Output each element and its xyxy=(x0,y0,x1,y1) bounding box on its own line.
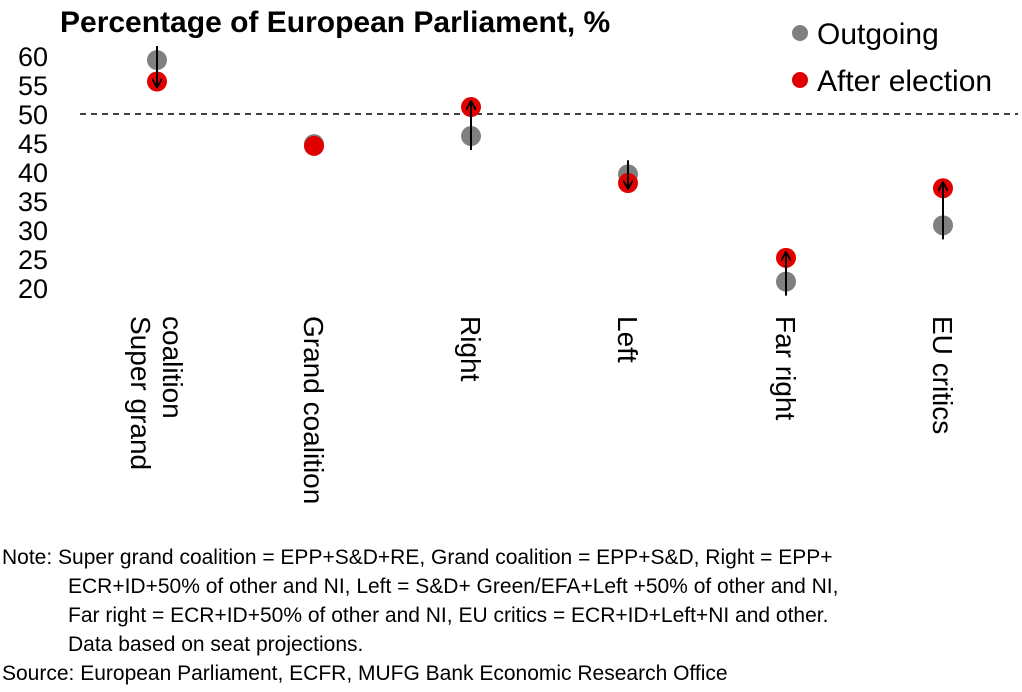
y-tick-label: 40 xyxy=(18,158,48,188)
legend-marker-outgoing xyxy=(792,25,808,41)
category-label: Left xyxy=(612,316,643,363)
category-label-line: Right xyxy=(455,316,486,382)
chart-title: Percentage of European Parliament, % xyxy=(60,6,610,39)
chart: Percentage of European Parliament, % Out… xyxy=(18,6,1018,504)
category-label: Grand coalition xyxy=(298,316,329,504)
y-tick-label: 35 xyxy=(18,187,48,217)
category-label: EU critics xyxy=(927,316,958,434)
category-label-line: Left xyxy=(612,316,643,363)
y-tick-label: 50 xyxy=(18,100,48,130)
y-tick-label: 55 xyxy=(18,71,48,101)
legend: Outgoing After election xyxy=(792,18,992,98)
category-label: Far right xyxy=(770,316,801,420)
legend-label-after-election: After election xyxy=(817,65,992,98)
y-tick-label: 20 xyxy=(18,274,48,304)
after-election-point xyxy=(304,135,324,156)
source-line: Source: European Parliament, ECFR, MUFG … xyxy=(2,662,728,685)
y-tick-label: 25 xyxy=(18,245,48,275)
category-label-line: coalition xyxy=(157,316,188,419)
category-label-line: Grand coalition xyxy=(298,316,329,504)
y-tick-label: 30 xyxy=(18,216,48,246)
y-tick-label: 60 xyxy=(18,42,48,72)
category-label: Right xyxy=(455,316,486,382)
category-label-line: EU critics xyxy=(927,316,958,434)
y-tick-label: 45 xyxy=(18,129,48,159)
category-label-line: Far right xyxy=(770,316,801,420)
note-line-3: Far right = ECR+ID+50% of other and NI, … xyxy=(68,604,829,627)
change-arrows xyxy=(157,46,943,296)
category-label: Super grand coalition xyxy=(125,316,188,470)
note-line-1: Note: Super grand coalition = EPP+S&D+RE… xyxy=(2,546,833,569)
category-label-line: Super grand xyxy=(125,316,156,470)
note-line-2: ECR+ID+50% of other and NI, Left = S&D+ … xyxy=(68,575,839,598)
legend-marker-after-election xyxy=(792,72,808,88)
note-line-4: Data based on seat projections. xyxy=(68,633,364,656)
legend-label-outgoing: Outgoing xyxy=(817,18,939,51)
category-labels: Super grand coalition Grand coalition Right… xyxy=(125,316,958,504)
